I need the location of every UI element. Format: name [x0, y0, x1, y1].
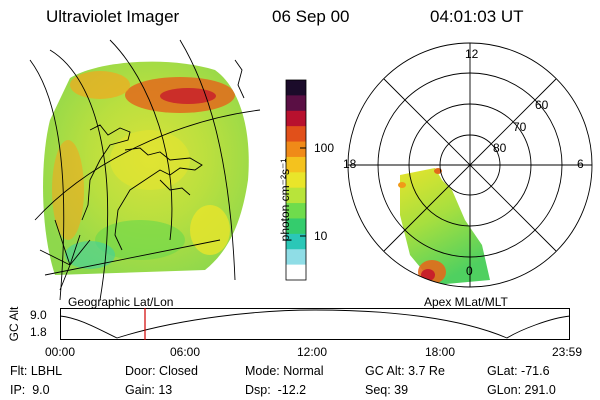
colorbar-stop: [286, 141, 306, 158]
mode-info: Mode: Normal: [245, 364, 324, 378]
colorbar-stop: [286, 80, 306, 96]
alt-xtick-2359: 23:59: [552, 345, 583, 359]
gain-info: Gain: 13: [125, 383, 173, 397]
alt-xtick-1200: 12:00: [297, 345, 328, 359]
colorbar-stop: [286, 233, 306, 250]
mlt-label-6: 6: [577, 157, 584, 171]
polar-plot: [347, 42, 593, 288]
altitude-axis-label: GC Alt: [7, 306, 21, 342]
colorbar-stop: [286, 95, 306, 112]
time-label: 04:01:03 UT: [430, 7, 524, 26]
colorbar-stop: [286, 126, 306, 143]
mlt-label-18: 18: [343, 157, 357, 171]
lat-label-60: 60: [535, 98, 549, 112]
colorbar-unit-label: photon cm⁻²s⁻¹: [278, 158, 292, 242]
door-info: Door: Closed: [125, 364, 198, 378]
colorbar-stop: [286, 264, 306, 281]
polar-caption: Apex MLat/MLT: [424, 295, 508, 309]
alt-xtick-0000: 00:00: [45, 345, 76, 359]
altitude-plot: [59, 308, 571, 340]
mlt-label-0: 0: [466, 264, 473, 278]
colorbar: [285, 79, 307, 281]
geographic-image: [29, 39, 261, 301]
colorbar-tick-10: 10: [314, 229, 328, 243]
colorbar-stop: [286, 249, 306, 266]
colorbar-stop: [286, 172, 306, 189]
alt-ytick-9: 9.0: [30, 308, 47, 322]
colorbar-stop: [286, 203, 306, 219]
date-label: 06 Sep 00: [272, 7, 350, 26]
glat-info: GLat: -71.6: [487, 364, 550, 378]
dsp-info: Dsp: -12.2: [245, 383, 307, 397]
instrument-title: Ultraviolet Imager: [46, 7, 180, 26]
seq-info: Seq: 39: [365, 383, 409, 397]
colorbar-stop: [286, 156, 306, 173]
colorbar-stop: [286, 187, 306, 204]
gc-alt-info: GC Alt: 3.7 Re: [365, 364, 445, 378]
lat-label-70: 70: [513, 120, 527, 134]
colorbar-tick-100: 100: [314, 141, 335, 155]
colorbar-stop: [286, 110, 306, 127]
alt-xtick-0600: 06:00: [170, 345, 201, 359]
alt-xtick-1800: 18:00: [425, 345, 456, 359]
geographic-caption: Geographic Lat/Lon: [68, 295, 174, 309]
ip-info: IP: 9.0: [10, 383, 50, 397]
lat-label-80: 80: [493, 141, 507, 155]
mlt-label-12: 12: [465, 47, 479, 61]
colorbar-stop: [286, 218, 306, 235]
filter-info: Flt: LBHL: [10, 364, 63, 378]
auroral-image: [400, 168, 490, 285]
glon-info: GLon: 291.0: [487, 383, 556, 397]
alt-ytick-1_8: 1.8: [30, 325, 47, 339]
